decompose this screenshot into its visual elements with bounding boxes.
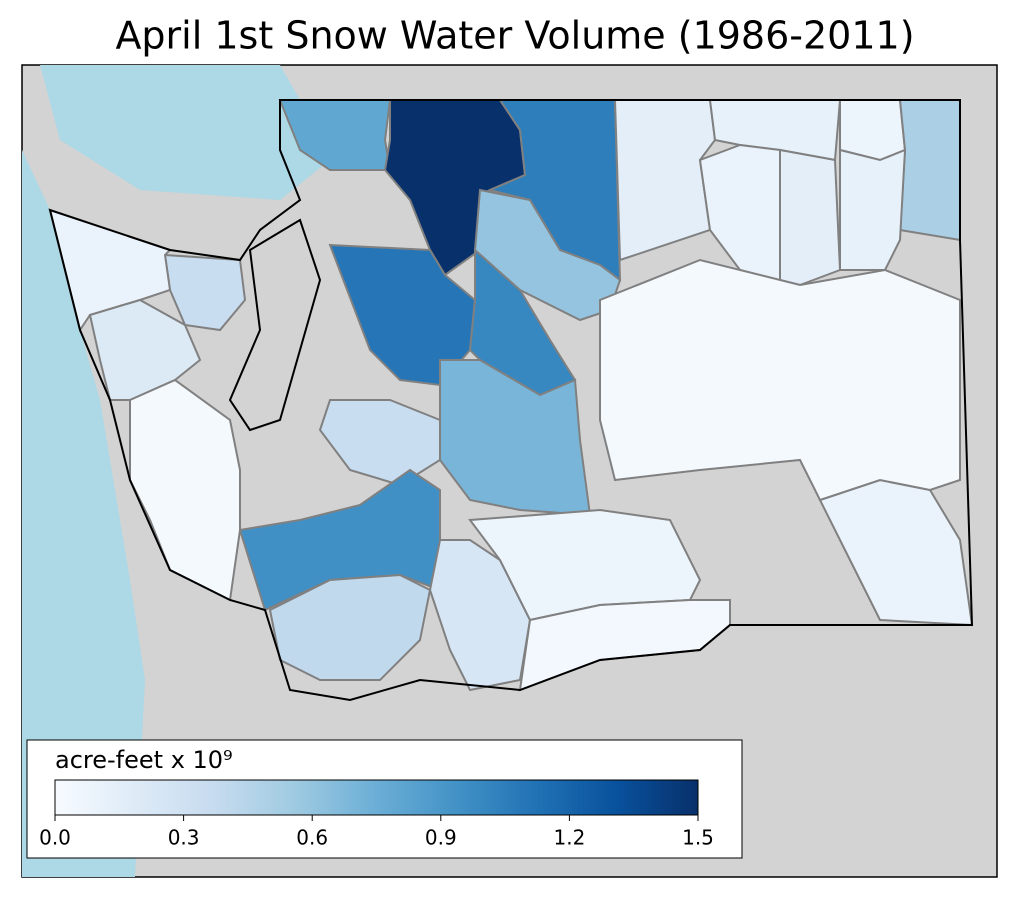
watershed (839, 99, 907, 162)
colorbar-tick-label: 0.6 (296, 826, 328, 850)
colorbar-tick-label: 0.0 (39, 826, 71, 850)
colorbar-label: acre-feet x 10⁹ (55, 746, 233, 774)
watershed (898, 99, 961, 242)
colorbar-tick-label: 0.9 (425, 826, 457, 850)
puget-sound (228, 218, 322, 432)
colorbar-tick-label: 1.5 (682, 826, 714, 850)
watershed (779, 148, 842, 287)
ocean (22, 65, 330, 877)
state-outline (48, 99, 974, 702)
colorbar-tick-label: 0.3 (168, 826, 200, 850)
map-title: April 1st Snow Water Volume (1986-2011) (115, 14, 914, 58)
watershed (268, 573, 432, 681)
watershed (129, 378, 241, 602)
regions (48, 99, 974, 692)
watershed (439, 359, 592, 517)
watershed (839, 148, 907, 271)
colorbar-tick-label: 1.2 (553, 826, 585, 850)
watershed (599, 258, 961, 502)
watershed (318, 399, 441, 487)
colorbar (54, 779, 699, 816)
